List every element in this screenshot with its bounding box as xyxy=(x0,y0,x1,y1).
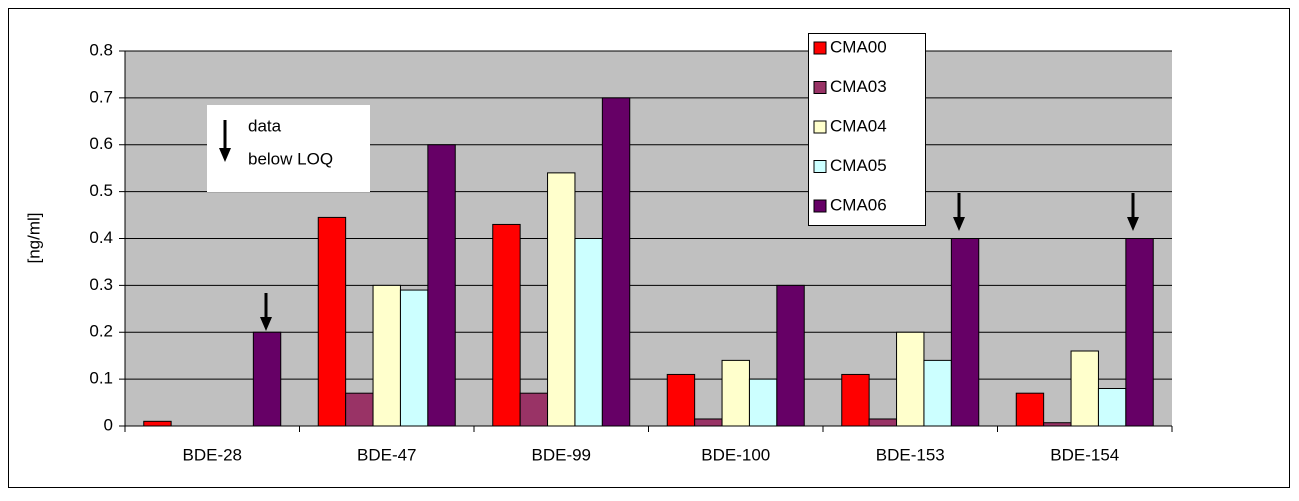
bar xyxy=(427,144,456,427)
bar xyxy=(1097,388,1127,427)
bar xyxy=(841,373,870,427)
bar xyxy=(601,97,631,427)
annotation-text: below LOQ xyxy=(248,149,333,168)
legend-swatch xyxy=(813,199,827,213)
legend-swatch xyxy=(813,81,827,94)
y-tick-label: 0.4 xyxy=(89,228,113,247)
x-tick-label: BDE-28 xyxy=(182,445,242,464)
legend-swatch xyxy=(813,120,827,134)
y-tick-label: 0.8 xyxy=(89,40,113,59)
annotation-box xyxy=(207,105,370,192)
legend-label: CMA05 xyxy=(830,156,887,175)
x-tick-label: BDE-100 xyxy=(701,445,770,464)
y-tick-label: 0.6 xyxy=(89,134,113,153)
bar xyxy=(1015,392,1045,427)
bar xyxy=(1125,238,1154,427)
annotation-text: data xyxy=(248,116,282,135)
legend-label: CMA00 xyxy=(830,37,887,56)
x-tick-label: BDE-99 xyxy=(531,445,591,464)
bar xyxy=(492,223,521,427)
legend-label: CMA03 xyxy=(830,77,887,96)
bar xyxy=(721,359,750,427)
bar xyxy=(317,216,347,427)
bar xyxy=(1070,350,1099,427)
bar xyxy=(896,331,925,427)
y-tick-label: 0 xyxy=(104,415,113,434)
bar xyxy=(950,238,980,427)
bar xyxy=(748,378,778,427)
legend-label: CMA06 xyxy=(830,195,887,214)
bar xyxy=(399,289,429,427)
bar xyxy=(694,418,723,427)
bar xyxy=(923,359,952,427)
bar xyxy=(776,284,805,427)
annotation-arrow xyxy=(219,120,231,162)
legend-swatch xyxy=(813,160,827,173)
legend-swatch xyxy=(813,41,827,55)
y-tick-label: 0.7 xyxy=(89,87,113,106)
loq-arrow xyxy=(1127,193,1139,231)
x-tick-label: BDE-154 xyxy=(1050,445,1119,464)
bar xyxy=(372,284,401,427)
loq-arrow xyxy=(953,193,965,231)
bar xyxy=(252,331,282,427)
bar xyxy=(666,373,696,427)
x-tick-label: BDE-153 xyxy=(876,445,945,464)
y-tick-label: 0.2 xyxy=(89,322,113,341)
y-tick-label: 0.3 xyxy=(89,275,113,294)
bar xyxy=(143,420,172,427)
loq-arrow xyxy=(260,293,272,331)
y-tick-label: 0.5 xyxy=(89,181,113,200)
bar xyxy=(574,238,603,427)
x-tick-label: BDE-47 xyxy=(357,445,417,464)
bar xyxy=(547,172,576,427)
legend xyxy=(808,33,926,226)
bar xyxy=(345,392,374,427)
bar xyxy=(868,418,898,427)
y-axis-label: [ng/ml] xyxy=(24,212,43,263)
y-tick-label: 0.1 xyxy=(89,369,113,388)
bar xyxy=(519,392,549,427)
legend-label: CMA04 xyxy=(830,116,887,135)
